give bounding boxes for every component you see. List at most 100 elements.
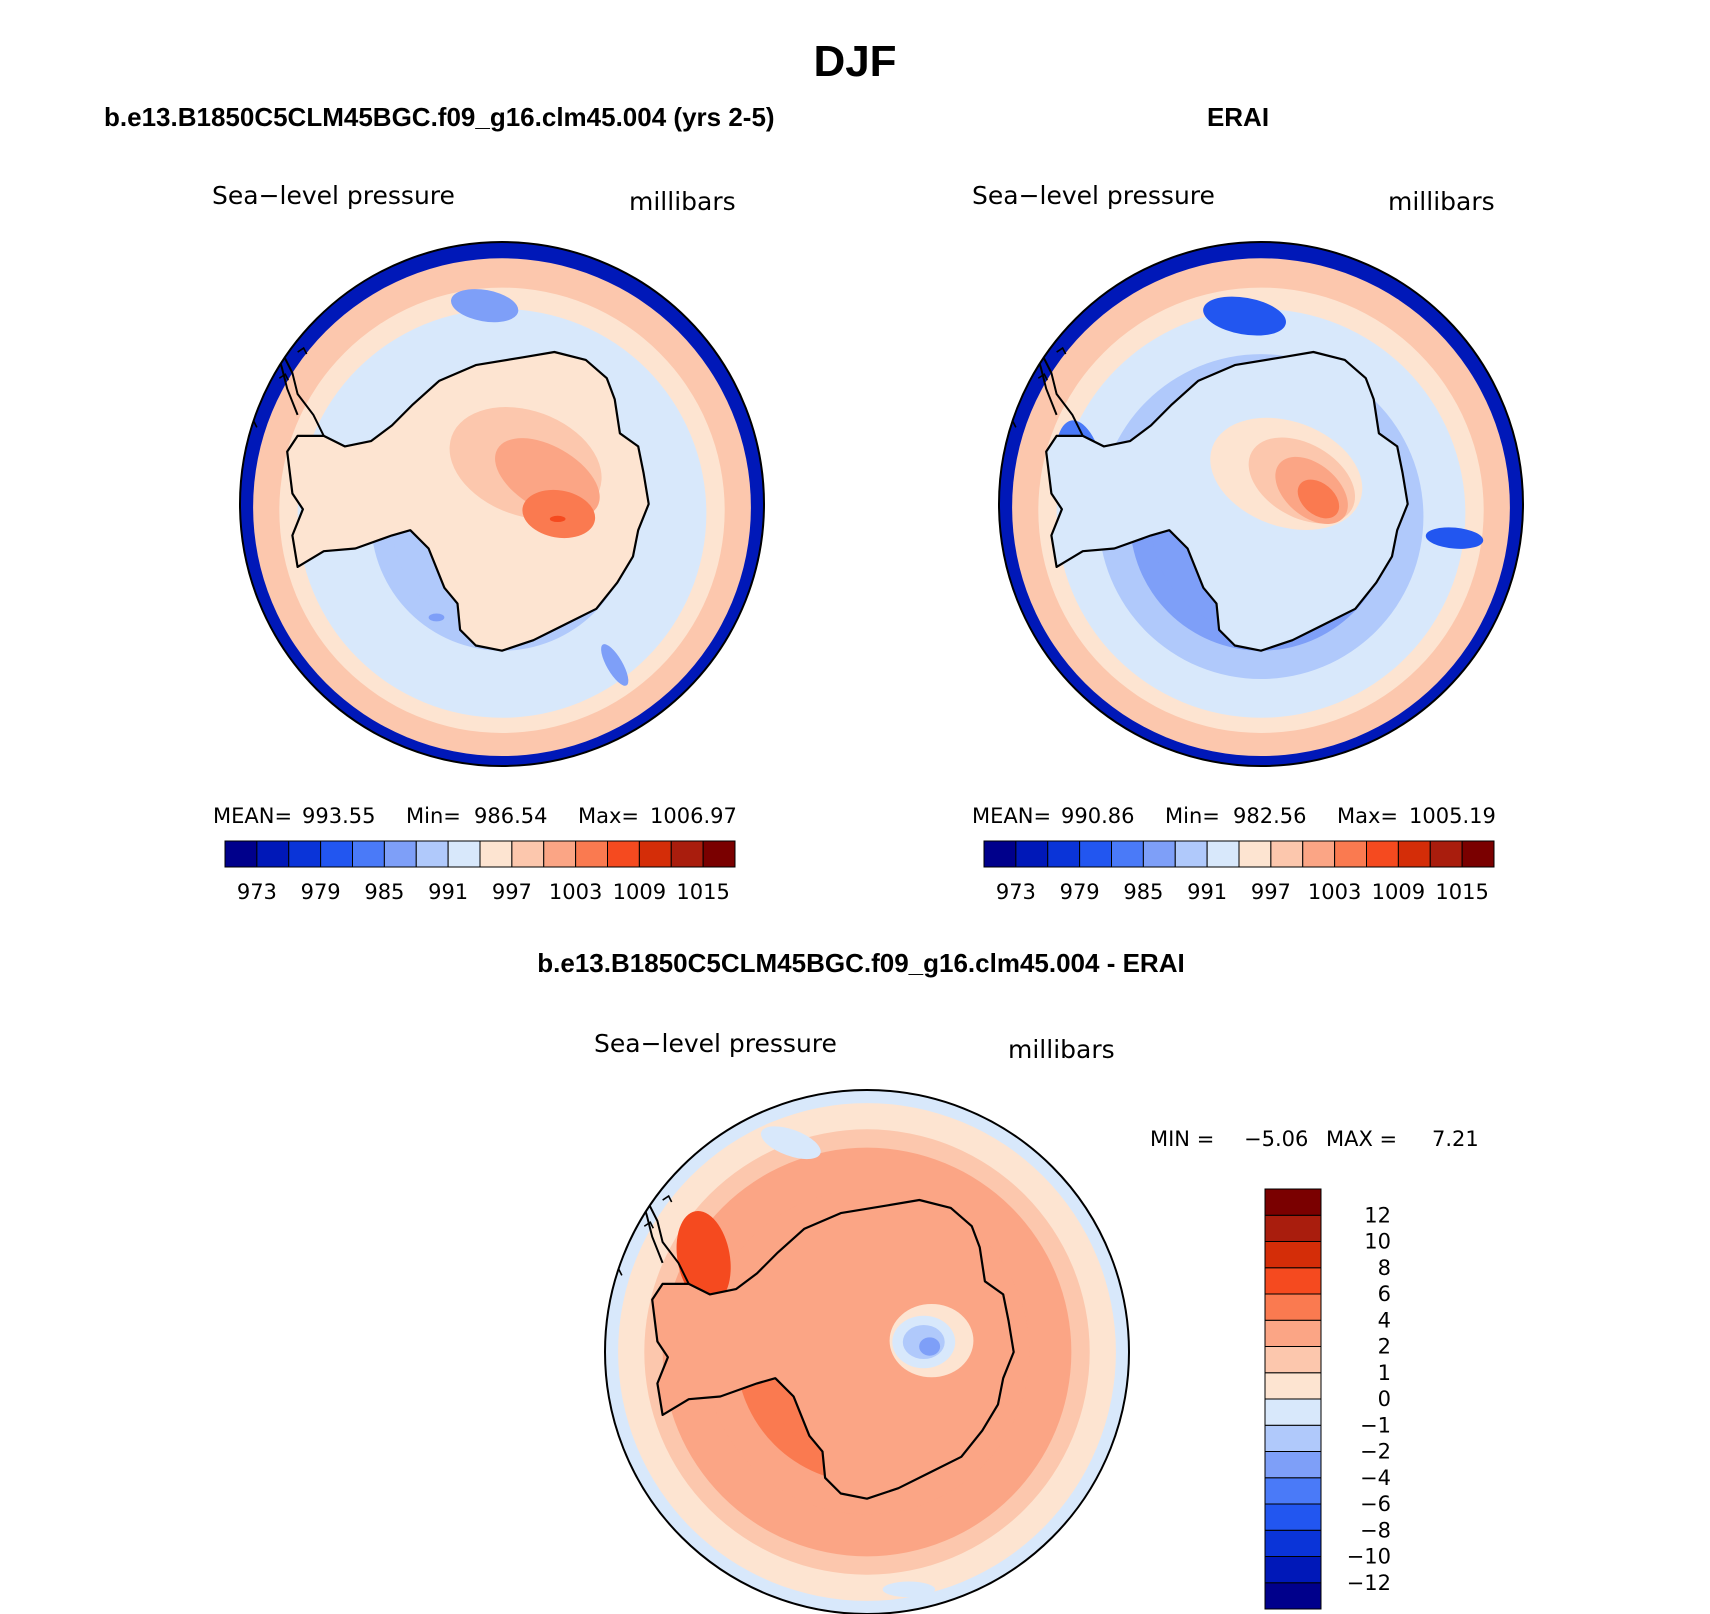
colorbar-diff-swatch-10 bbox=[1264, 1346, 1322, 1374]
colorbar-obs-swatch-5 bbox=[1111, 840, 1144, 868]
colorbar-model-swatch-13 bbox=[607, 840, 640, 868]
coastline-antarctica bbox=[651, 1198, 1015, 1500]
contour-cell-3 bbox=[428, 613, 445, 622]
colorbar-obs-swatch-9 bbox=[1238, 840, 1272, 868]
panel-diff-right-label: millibars bbox=[1008, 1035, 1115, 1064]
colorbar-model-swatch-1 bbox=[224, 840, 258, 868]
colorbar-model-swatch-6 bbox=[383, 840, 417, 868]
colorbar-obs-swatch-8 bbox=[1206, 840, 1240, 868]
stats-obs: MEAN= 990.86 Min= 982.56 Max= 1005.19 bbox=[972, 804, 1496, 828]
interior-contour-4 bbox=[919, 1337, 941, 1356]
colorbar-obs-tick-7: 1009 bbox=[1372, 880, 1425, 904]
colorbar-diff-tick-9: 1 bbox=[1378, 1361, 1391, 1385]
colorbar-obs-tick-8: 1015 bbox=[1435, 880, 1488, 904]
colorbar-obs-swatch-3 bbox=[1047, 840, 1081, 868]
colorbar-diff-tick-12: 6 bbox=[1378, 1282, 1391, 1306]
colorbar-diff-tick-7: −1 bbox=[1360, 1413, 1391, 1437]
colorbar-obs-swatch-7 bbox=[1174, 840, 1208, 868]
colorbar-diff-tick-15: 12 bbox=[1364, 1203, 1391, 1227]
colorbar-model-tick-8: 1015 bbox=[676, 880, 729, 904]
colorbar-diff-swatch-1 bbox=[1264, 1582, 1322, 1610]
stats-diff-max: 7.21 bbox=[1432, 1127, 1479, 1151]
colorbar-model-swatch-2 bbox=[256, 840, 290, 868]
coastline-island-1 bbox=[1056, 346, 1067, 355]
colorbar-diff-swatch-9 bbox=[1264, 1372, 1322, 1400]
colorbar-diff-swatch-12 bbox=[1264, 1293, 1322, 1321]
colorbar-model-tick-6: 1003 bbox=[549, 880, 602, 904]
contour-cell-4 bbox=[1425, 527, 1484, 549]
colorbar-obs-tick-2: 979 bbox=[1060, 880, 1100, 904]
colorbar-diff-swatch-4 bbox=[1264, 1503, 1322, 1531]
colorbar-diff-swatch-5 bbox=[1264, 1477, 1322, 1505]
colorbar-diff-tick-5: −4 bbox=[1360, 1466, 1391, 1490]
colorbar-obs: 973 979 985 991 997 1003 1009 1015 bbox=[983, 840, 1495, 904]
coastline-island-2 bbox=[278, 373, 290, 381]
colorbar-model-swatch-14 bbox=[638, 840, 672, 868]
panel-obs: ERAI Sea−level pressure millibars MEAN= … bbox=[972, 102, 1524, 904]
coastline-island-1 bbox=[297, 346, 308, 355]
stats-obs-mean: 990.86 bbox=[1061, 804, 1134, 828]
colorbar-diff-swatch-8 bbox=[1264, 1398, 1322, 1426]
colorbar-diff-swatch-3 bbox=[1264, 1529, 1322, 1557]
colorbar-diff-swatch-15 bbox=[1264, 1214, 1322, 1242]
colorbar-model: 973 979 985 991 997 1003 1009 1015 bbox=[224, 840, 736, 904]
colorbar-diff-swatch-6 bbox=[1264, 1451, 1322, 1479]
colorbar-obs-swatch-15 bbox=[1429, 840, 1463, 868]
contour-cell-1 bbox=[676, 1211, 731, 1305]
colorbar-diff-tick-2: −10 bbox=[1347, 1545, 1391, 1569]
colorbar-diff-tick-13: 8 bbox=[1378, 1256, 1391, 1280]
colorbar-obs-swatch-11 bbox=[1302, 840, 1336, 868]
coastline-antarctica bbox=[1045, 350, 1409, 652]
contour-cell-2 bbox=[760, 1126, 821, 1160]
stats-model: MEAN= 993.55 Min= 986.54 Max= 1006.97 bbox=[213, 804, 737, 828]
contour-cell-1 bbox=[1203, 296, 1286, 336]
interior-contour-4 bbox=[522, 489, 596, 539]
panel-model-right-label: millibars bbox=[629, 187, 736, 216]
colorbar-model-swatch-3 bbox=[288, 840, 322, 868]
stats-obs-max-label: Max= bbox=[1337, 804, 1398, 828]
colorbar-model-swatch-9 bbox=[479, 840, 513, 868]
colorbar-diff-swatch-13 bbox=[1264, 1267, 1322, 1295]
stats-model-max: 1006.97 bbox=[650, 804, 737, 828]
map-diff-boundary bbox=[604, 1089, 1130, 1614]
map-diff bbox=[605, 1090, 1129, 1614]
colorbar-diff-swatch-14 bbox=[1264, 1241, 1322, 1269]
contour-cell-3 bbox=[882, 1581, 936, 1598]
colorbar-model-tick-5: 997 bbox=[492, 880, 532, 904]
colorbar-obs-tick-6: 1003 bbox=[1308, 880, 1361, 904]
colorbar-obs-swatch-6 bbox=[1142, 840, 1176, 868]
stats-diff-max-label: MAX = bbox=[1326, 1127, 1397, 1151]
contour-cell-2 bbox=[601, 644, 629, 686]
colorbar-diff-tick-11: 4 bbox=[1378, 1308, 1391, 1332]
panel-diff-title: b.e13.B1850C5CLM45BGC.f09_g16.clm45.004 … bbox=[537, 948, 1184, 978]
colorbar-obs-tick-4: 991 bbox=[1187, 880, 1227, 904]
stats-diff-min: −5.06 bbox=[1244, 1127, 1308, 1151]
colorbar-model-swatch-8 bbox=[447, 840, 481, 868]
map-model bbox=[240, 242, 764, 766]
colorbar-obs-tick-3: 985 bbox=[1123, 880, 1163, 904]
panel-model-title: b.e13.B1850C5CLM45BGC.f09_g16.clm45.004 … bbox=[104, 102, 775, 132]
colorbar-model-tick-3: 985 bbox=[364, 880, 404, 904]
colorbar-diff-swatch-2 bbox=[1264, 1556, 1322, 1584]
stats-obs-max: 1005.19 bbox=[1409, 804, 1496, 828]
colorbar-obs-swatch-12 bbox=[1334, 840, 1367, 868]
colorbar-obs-swatch-2 bbox=[1015, 840, 1049, 868]
coastline-island-2 bbox=[1037, 373, 1049, 381]
interior-contour-5 bbox=[1297, 479, 1340, 519]
colorbar-diff-tick-8: 0 bbox=[1378, 1387, 1391, 1411]
stats-obs-min-label: Min= bbox=[1165, 804, 1220, 828]
colorbar-obs-swatch-16 bbox=[1461, 840, 1495, 868]
panel-diff: b.e13.B1850C5CLM45BGC.f09_g16.clm45.004 … bbox=[537, 948, 1479, 1614]
colorbar-obs-tick-5: 997 bbox=[1251, 880, 1291, 904]
coastline-island-1 bbox=[662, 1194, 673, 1203]
map-model-boundary bbox=[239, 241, 765, 767]
interior-contour-5 bbox=[549, 515, 566, 523]
colorbar-model-swatch-5 bbox=[352, 840, 385, 868]
stats-model-mean-label: MEAN= bbox=[213, 804, 292, 828]
colorbar-model-swatch-12 bbox=[575, 840, 608, 868]
panel-model-left-label: Sea−level pressure bbox=[212, 181, 455, 210]
colorbar-diff-tick-10: 2 bbox=[1378, 1335, 1391, 1359]
map-obs-boundary bbox=[998, 241, 1524, 767]
